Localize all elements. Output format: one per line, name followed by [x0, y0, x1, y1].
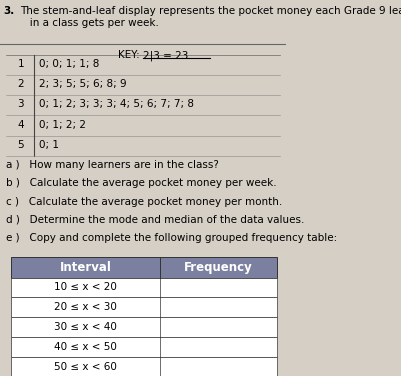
Text: c )   Calculate the average pocket money per month.: c ) Calculate the average pocket money p… [6, 197, 281, 207]
Text: 3: 3 [18, 99, 24, 109]
Text: 4: 4 [18, 120, 24, 129]
Text: a )   How many learners are in the class?: a ) How many learners are in the class? [6, 160, 218, 170]
Text: b )   Calculate the average pocket money per week.: b ) Calculate the average pocket money p… [6, 178, 275, 188]
Text: 0; 1: 0; 1 [38, 139, 59, 150]
Text: KEY:: KEY: [117, 50, 142, 60]
Text: 40 ≤ x < 50: 40 ≤ x < 50 [54, 342, 117, 352]
Text: 3.: 3. [3, 6, 14, 17]
FancyBboxPatch shape [11, 277, 276, 297]
Text: 2: 2 [18, 79, 24, 89]
Text: 20 ≤ x < 30: 20 ≤ x < 30 [54, 302, 117, 312]
Text: 5: 5 [18, 139, 24, 150]
Text: Frequency: Frequency [184, 261, 252, 273]
Text: 0; 0; 1; 1; 8: 0; 0; 1; 1; 8 [38, 59, 99, 69]
Text: 10 ≤ x < 20: 10 ≤ x < 20 [54, 282, 117, 293]
Text: e )   Copy and complete the following grouped frequency table:: e ) Copy and complete the following grou… [6, 233, 336, 243]
FancyBboxPatch shape [11, 317, 276, 337]
Text: The stem-and-leaf display represents the pocket money each Grade 9 learner
   in: The stem-and-leaf display represents the… [20, 6, 401, 28]
Text: 30 ≤ x < 40: 30 ≤ x < 40 [54, 322, 117, 332]
FancyBboxPatch shape [11, 256, 276, 277]
FancyBboxPatch shape [11, 356, 276, 376]
Text: 50 ≤ x < 60: 50 ≤ x < 60 [54, 361, 117, 371]
Text: 0; 1; 2; 3; 3; 3; 4; 5; 6; 7; 7; 8: 0; 1; 2; 3; 3; 3; 4; 5; 6; 7; 7; 8 [38, 99, 193, 109]
Text: 2|3 = 23: 2|3 = 23 [142, 50, 188, 61]
Text: 2; 3; 5; 5; 6; 8; 9: 2; 3; 5; 5; 6; 8; 9 [38, 79, 126, 89]
Text: Interval: Interval [60, 261, 111, 273]
Text: 1: 1 [18, 59, 24, 69]
FancyBboxPatch shape [11, 337, 276, 356]
Text: d )   Determine the mode and median of the data values.: d ) Determine the mode and median of the… [6, 215, 303, 225]
FancyBboxPatch shape [11, 297, 276, 317]
Text: 0; 1; 2; 2: 0; 1; 2; 2 [38, 120, 85, 129]
